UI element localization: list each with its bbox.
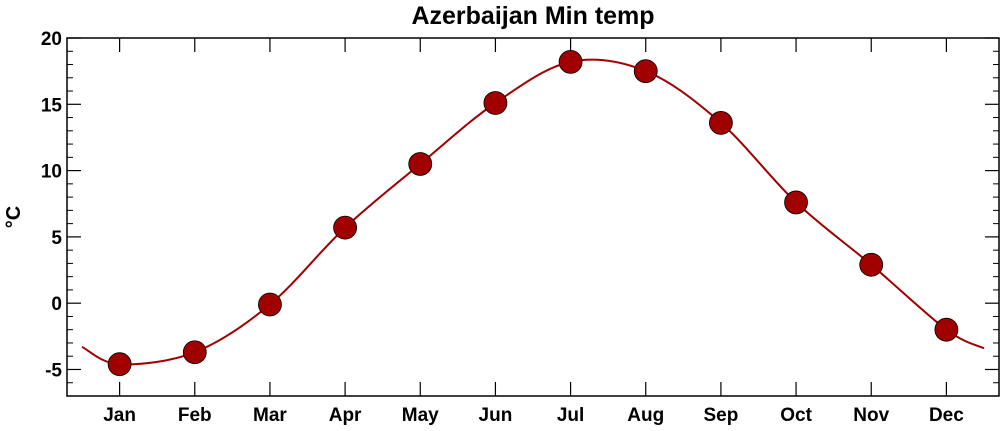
data-point-may [408,152,433,176]
x-tick-label: Jan [103,405,136,426]
x-tick-label: Jun [479,405,513,426]
x-tick-label: Jul [557,405,584,426]
data-point-dec [934,317,959,342]
data-point-nov [859,252,884,277]
data-point-aug [633,59,658,84]
data-point-oct [784,190,808,215]
x-tick-label: Apr [329,405,362,426]
y-tick-label: -5 [45,360,62,381]
plot-frame [66,37,1000,397]
x-tick-label: Mar [253,405,287,426]
x-tick-label: Dec [929,405,964,426]
x-tick-label: Feb [178,405,212,426]
series-layer [81,49,985,377]
x-tick-label: Sep [703,405,738,426]
data-point-mar [258,292,282,317]
x-tick-label: May [402,405,439,426]
x-tick-label: Aug [627,405,664,426]
y-tick-label: 15 [41,95,63,116]
data-point-sep [709,110,733,135]
y-tick-label: 20 [41,29,62,50]
x-axis-ticks: Jan Feb Mar Apr May Jun Jul Aug Sep Oct Nov Dec [103,38,964,426]
data-point-apr [333,215,357,240]
data-point-feb [182,340,207,365]
data-point-jul [558,49,583,74]
data-point-jan [107,352,132,377]
x-tick-label: Oct [780,405,812,426]
y-tick-label: 10 [41,162,62,183]
y-axis-label: °C [3,206,25,228]
y-tick-label: 0 [51,294,62,315]
series-line [81,58,985,366]
chart-title: Azerbaijan Min temp [411,2,654,30]
y-axis-ticks: -5 0 5 10 15 20 [41,29,999,397]
y-tick-label: 5 [51,228,62,249]
x-tick-label: Nov [853,405,889,426]
data-point-jun [483,91,508,115]
